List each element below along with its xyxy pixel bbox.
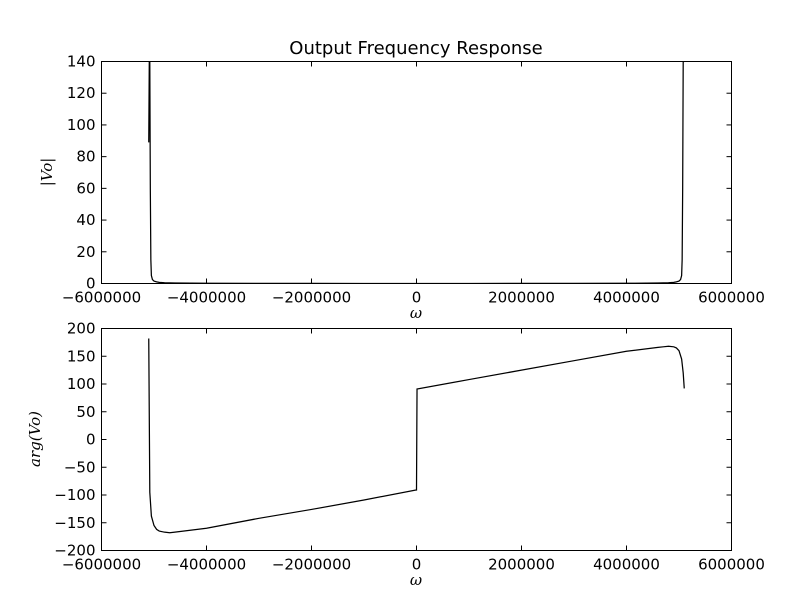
magnitude-plot: Output Frequency Response 0 20 40 60 80 100 12… bbox=[38, 38, 765, 322]
x-tick-label: 2000000 bbox=[488, 289, 555, 307]
series-line bbox=[148, 61, 685, 284]
x-tick-label: 6000000 bbox=[698, 289, 765, 307]
x-tick-label: 4000000 bbox=[593, 289, 660, 307]
y-tick-label: 40 bbox=[76, 211, 95, 229]
x-axis-label: ω bbox=[410, 571, 422, 589]
x-axis-ticks: −6000000 −4000000 −2000000 0 2000000 4000000 6… bbox=[62, 61, 765, 307]
x-tick-label: 6000000 bbox=[698, 556, 765, 574]
y-tick-label: −100 bbox=[54, 486, 95, 504]
y-tick-label: 200 bbox=[67, 320, 96, 338]
y-tick-label: −50 bbox=[64, 458, 96, 476]
x-tick-label: −4000000 bbox=[167, 289, 246, 307]
y-tick-label: −200 bbox=[54, 542, 95, 560]
y-tick-label: 20 bbox=[76, 243, 95, 261]
y-axis-ticks: −200 −150 −100 −50 0 50 100 150 200 bbox=[54, 320, 732, 560]
phase-plot: −200 −150 −100 −50 0 50 100 150 200 −6000000 −400… bbox=[26, 320, 765, 590]
y-tick-label: 120 bbox=[67, 84, 96, 102]
y-axis-ticks: 0 20 40 60 80 100 120 140 bbox=[67, 53, 732, 293]
chart-title: Output Frequency Response bbox=[289, 38, 542, 59]
plot-area-frame bbox=[101, 61, 732, 284]
series-group bbox=[148, 61, 685, 284]
y-tick-label: 100 bbox=[67, 375, 96, 393]
y-tick-label: 0 bbox=[86, 431, 96, 449]
series-group bbox=[148, 338, 685, 534]
x-axis-label: ω bbox=[410, 304, 422, 322]
y-tick-label: 140 bbox=[67, 53, 96, 71]
y-axis-label: |Vo| bbox=[38, 158, 56, 187]
y-tick-label: 60 bbox=[76, 179, 95, 197]
x-tick-label: −2000000 bbox=[272, 556, 351, 574]
x-tick-label: 4000000 bbox=[593, 556, 660, 574]
y-tick-label: 0 bbox=[86, 275, 96, 293]
series-line bbox=[148, 338, 685, 534]
y-axis-label: arg(Vo) bbox=[26, 411, 44, 467]
x-tick-label: 0 bbox=[412, 289, 422, 307]
y-tick-label: 50 bbox=[76, 403, 95, 421]
x-axis-ticks: −6000000 −4000000 −2000000 0 2000000 4000000 6… bbox=[62, 328, 765, 574]
y-tick-label: 100 bbox=[67, 116, 96, 134]
y-tick-label: 80 bbox=[76, 148, 95, 166]
x-tick-label: 0 bbox=[412, 556, 422, 574]
x-tick-label: −4000000 bbox=[167, 556, 246, 574]
plot-area-frame bbox=[101, 328, 732, 551]
x-tick-label: −2000000 bbox=[272, 289, 351, 307]
y-tick-label: 150 bbox=[67, 347, 96, 365]
x-tick-label: 2000000 bbox=[488, 556, 555, 574]
x-tick-label: −6000000 bbox=[62, 289, 141, 307]
y-tick-label: −150 bbox=[54, 514, 95, 532]
x-tick-label: −6000000 bbox=[62, 556, 141, 574]
